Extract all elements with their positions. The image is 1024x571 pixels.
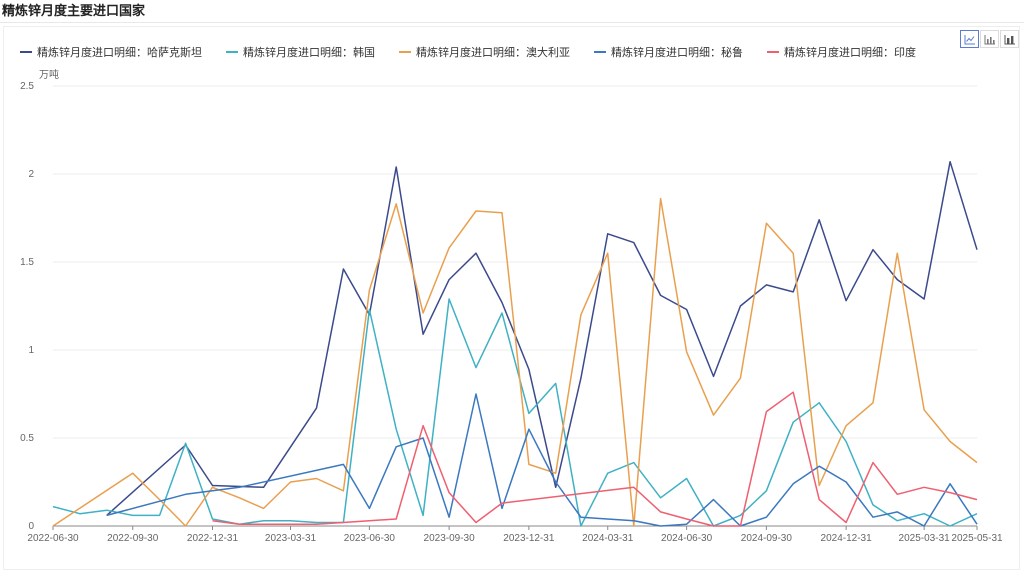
legend-item-korea[interactable]: 精炼锌月度进口明细：韩国 — [226, 44, 375, 60]
bar-chart-button[interactable] — [980, 30, 999, 48]
series-line-4[interactable] — [212, 391, 978, 527]
legend-label-india: 精炼锌月度进口明细：印度 — [784, 47, 916, 59]
y-tick-label: 0.5 — [20, 433, 34, 444]
y-tick-label: 2 — [28, 169, 34, 180]
stacked-bar-chart-icon — [1004, 34, 1015, 44]
stacked-bar-chart-button[interactable] — [1000, 30, 1019, 48]
legend-swatch-korea — [226, 51, 238, 53]
line-chart-icon — [964, 34, 975, 44]
y-tick-label: 1 — [28, 345, 34, 356]
legend-label-australia: 精炼锌月度进口明细：澳大利亚 — [416, 47, 570, 59]
x-tick-label: 2025-05-31 — [951, 533, 1003, 544]
legend-label-kazakhstan: 精炼锌月度进口明细：哈萨克斯坦 — [37, 47, 202, 59]
tick-labels: 0 0.5 1 1.5 2 2.5 2022-06-30 2022-09-30 2022-12-… — [20, 81, 1003, 544]
line-chart-button[interactable] — [960, 30, 979, 48]
legend-label-peru: 精炼锌月度进口明细：秘鲁 — [611, 47, 743, 59]
chart-panel — [3, 26, 1020, 570]
legend-item-australia[interactable]: 精炼锌月度进口明细：澳大利亚 — [399, 44, 570, 60]
y-axis-unit-label: 万吨 — [39, 70, 59, 81]
x-tick-label: 2024-09-30 — [741, 533, 793, 544]
series-line-2[interactable] — [52, 197, 978, 527]
legend-swatch-peru — [594, 51, 606, 53]
y-tick-label: 1.5 — [20, 257, 34, 268]
series-lines — [52, 160, 978, 527]
x-tick-label: 2024-06-30 — [661, 533, 713, 544]
x-tick-label: 2024-03-31 — [582, 533, 634, 544]
x-tick-label: 2025-03-31 — [899, 533, 951, 544]
x-tick-label: 2022-09-30 — [107, 533, 159, 544]
legend-swatch-india — [767, 51, 779, 53]
x-tick-label: 2023-03-31 — [265, 533, 317, 544]
bar-chart-icon — [984, 34, 995, 44]
x-tick-label: 2022-06-30 — [27, 533, 79, 544]
chart-type-toolbar — [960, 30, 1019, 48]
x-tick-label: 2022-12-31 — [187, 533, 239, 544]
page-title: 精炼锌月度主要进口国家 — [2, 3, 146, 18]
chart-legend: 精炼锌月度进口明细：哈萨克斯坦 精炼锌月度进口明细：韩国 精炼锌月度进口明细：澳… — [20, 44, 916, 60]
grid-lines — [53, 85, 977, 439]
legend-swatch-australia — [399, 51, 411, 53]
series-line-0[interactable] — [106, 160, 978, 516]
x-tick-label: 2024-12-31 — [821, 533, 873, 544]
series-line-1[interactable] — [52, 298, 978, 527]
x-tick-label: 2023-12-31 — [503, 533, 555, 544]
series-line-3[interactable] — [106, 393, 978, 527]
title-divider — [0, 22, 1024, 23]
legend-label-korea: 精炼锌月度进口明细：韩国 — [243, 47, 375, 59]
legend-item-kazakhstan[interactable]: 精炼锌月度进口明细：哈萨克斯坦 — [20, 44, 202, 60]
legend-swatch-kazakhstan — [20, 51, 32, 53]
axes — [52, 525, 978, 530]
y-tick-label: 2.5 — [20, 81, 34, 92]
x-tick-label: 2023-06-30 — [344, 533, 396, 544]
legend-item-peru[interactable]: 精炼锌月度进口明细：秘鲁 — [594, 44, 743, 60]
x-tick-label: 2023-09-30 — [424, 533, 476, 544]
legend-item-india[interactable]: 精炼锌月度进口明细：印度 — [767, 44, 916, 60]
y-tick-label: 0 — [28, 521, 34, 532]
